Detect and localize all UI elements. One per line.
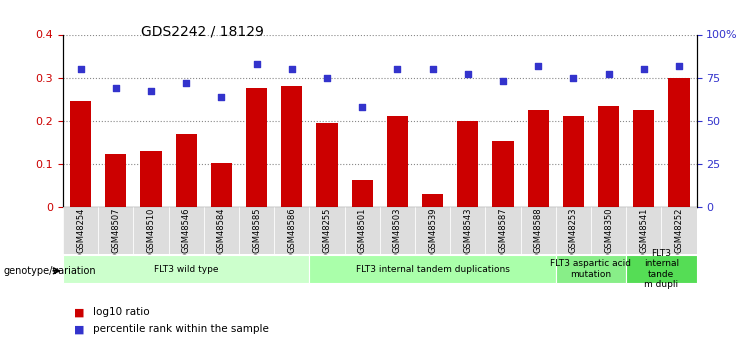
Text: ■: ■ [74, 325, 84, 334]
Point [532, 63, 544, 68]
Text: GSM48507: GSM48507 [111, 208, 120, 253]
Text: ■: ■ [74, 307, 84, 317]
Bar [274, 207, 309, 254]
Point [427, 66, 439, 72]
Text: GSM48252: GSM48252 [674, 208, 683, 253]
Text: GSM48586: GSM48586 [288, 207, 296, 253]
Text: GSM48584: GSM48584 [217, 208, 226, 253]
Point [673, 63, 685, 68]
Bar [485, 207, 520, 254]
Text: GSM48255: GSM48255 [322, 208, 331, 253]
Bar [422, 194, 443, 207]
Bar [626, 207, 661, 254]
Bar [310, 207, 345, 254]
Bar [520, 207, 556, 254]
Point [321, 75, 333, 80]
Bar [379, 207, 415, 254]
Text: GSM48541: GSM48541 [639, 208, 648, 253]
Bar [63, 207, 98, 254]
Bar [141, 151, 162, 207]
Point [356, 104, 368, 110]
Text: GSM48503: GSM48503 [393, 208, 402, 253]
Bar [239, 207, 274, 254]
Text: genotype/variation: genotype/variation [4, 266, 96, 276]
Bar [556, 255, 626, 283]
Bar [345, 207, 379, 254]
Point [568, 75, 579, 80]
Text: log10 ratio: log10 ratio [93, 307, 149, 317]
Point [250, 61, 262, 67]
Text: GSM48546: GSM48546 [182, 208, 190, 253]
Bar [98, 207, 133, 254]
Text: GSM48588: GSM48588 [534, 207, 542, 253]
Bar [281, 86, 302, 207]
Bar [556, 207, 591, 254]
Bar [63, 255, 310, 283]
Bar [70, 101, 91, 207]
Text: GSM48510: GSM48510 [147, 208, 156, 253]
Bar [351, 180, 373, 207]
Text: GSM48585: GSM48585 [252, 208, 261, 253]
Point [216, 94, 227, 99]
Point [286, 66, 298, 72]
Point [75, 66, 87, 72]
Text: FLT3 wild type: FLT3 wild type [154, 265, 219, 274]
Text: GSM48543: GSM48543 [463, 208, 472, 253]
Text: FLT3 aspartic acid
mutation: FLT3 aspartic acid mutation [551, 259, 631, 279]
Point [391, 66, 403, 72]
Bar [598, 106, 619, 207]
Point [180, 80, 192, 86]
Bar [562, 117, 584, 207]
Text: percentile rank within the sample: percentile rank within the sample [93, 325, 268, 334]
Text: GDS2242 / 18129: GDS2242 / 18129 [141, 24, 264, 38]
Bar [668, 78, 689, 207]
Bar [661, 207, 697, 254]
Text: GSM48587: GSM48587 [499, 207, 508, 253]
Point [638, 66, 650, 72]
Point [602, 71, 614, 77]
Point [145, 89, 157, 94]
Bar [310, 255, 556, 283]
Bar [457, 121, 478, 207]
Bar [492, 141, 514, 207]
Point [462, 71, 473, 77]
Bar [168, 207, 204, 254]
Bar [246, 88, 267, 207]
Bar [210, 162, 232, 207]
Bar [633, 110, 654, 207]
Point [110, 85, 122, 91]
Bar [176, 134, 197, 207]
Bar [626, 255, 697, 283]
Text: GSM48253: GSM48253 [569, 208, 578, 253]
Bar [204, 207, 239, 254]
Text: FLT3 internal tandem duplications: FLT3 internal tandem duplications [356, 265, 510, 274]
Text: GSM48539: GSM48539 [428, 208, 437, 253]
Bar [415, 207, 450, 254]
Bar [316, 123, 337, 207]
Bar [387, 117, 408, 207]
Bar [133, 207, 168, 254]
Point [497, 78, 509, 84]
Bar [450, 207, 485, 254]
Text: GSM48254: GSM48254 [76, 208, 85, 253]
Text: FLT3
internal
tande
m dupli: FLT3 internal tande m dupli [644, 249, 679, 289]
Text: GSM48501: GSM48501 [358, 208, 367, 253]
Text: GSM48350: GSM48350 [604, 208, 613, 253]
Bar [105, 154, 126, 207]
Bar [591, 207, 626, 254]
Bar [528, 110, 548, 207]
